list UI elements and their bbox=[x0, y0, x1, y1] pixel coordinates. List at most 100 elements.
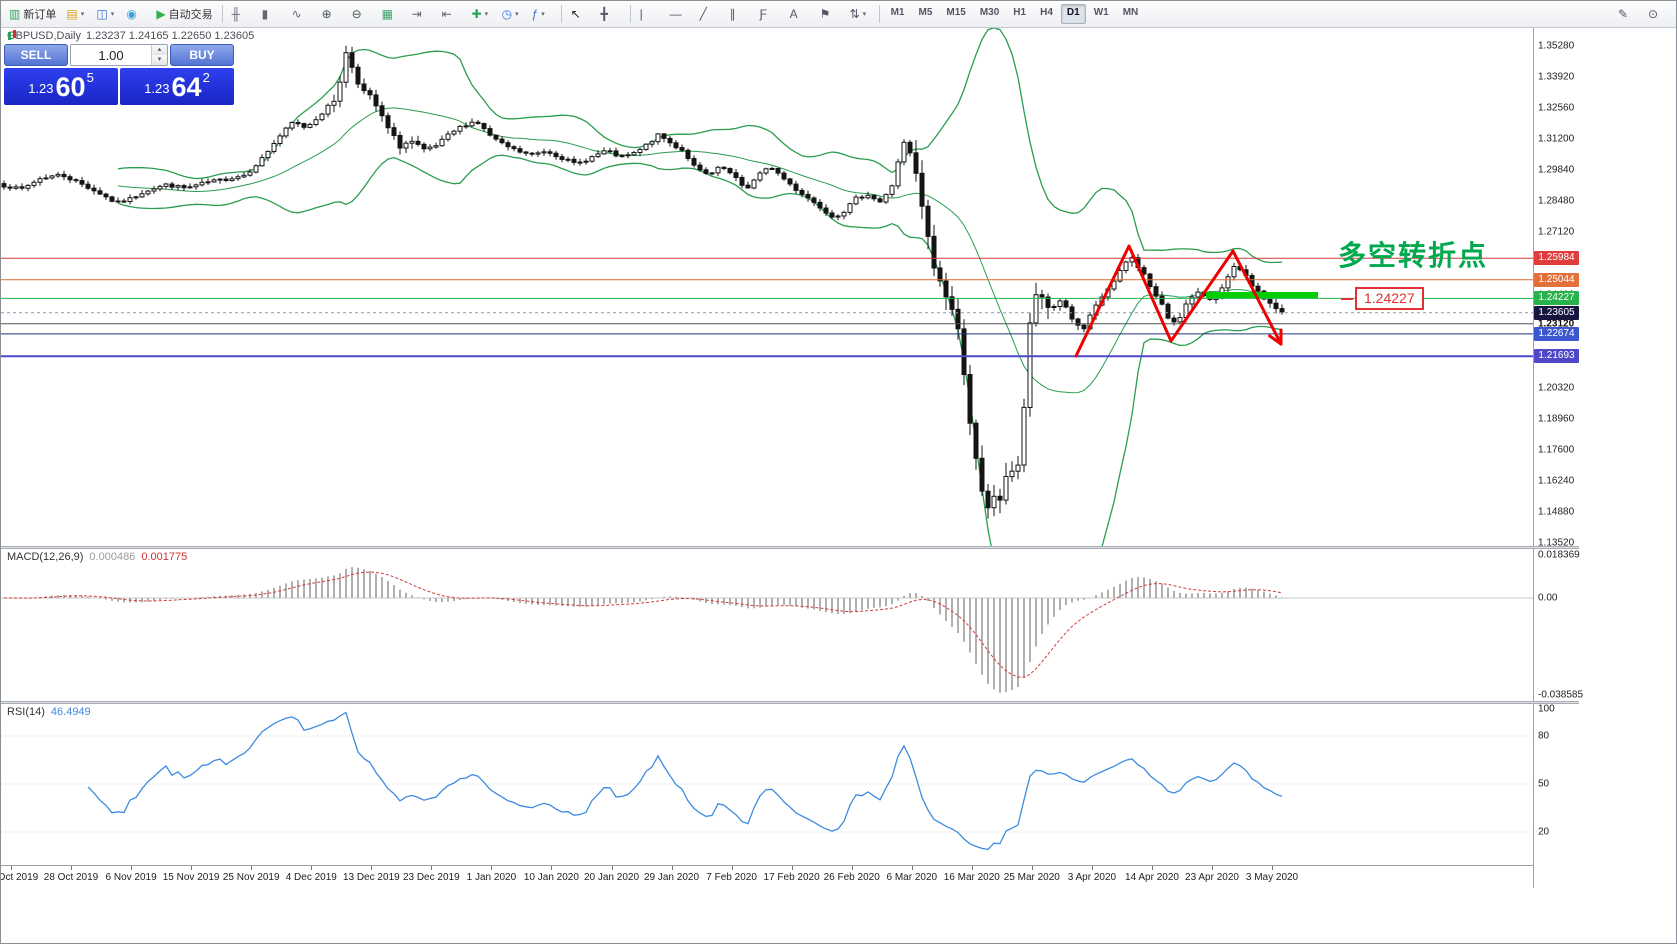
candle-body bbox=[205, 181, 211, 184]
candle-body bbox=[991, 495, 997, 509]
zoom-out-icon-glyph: ⊖ bbox=[351, 7, 362, 21]
new-chart-icon[interactable]: ▤ ▾ bbox=[62, 2, 90, 26]
autotrading-button[interactable]: ▶ 自动交易 bbox=[152, 2, 216, 26]
price-axis[interactable]: 1.35280 1.33920 1.32560 1.31200 1.29840 1.284… bbox=[1533, 27, 1583, 888]
label-icon[interactable]: ⚑ bbox=[816, 2, 844, 26]
candle-body bbox=[667, 137, 673, 144]
date-axis-tick bbox=[791, 866, 793, 870]
zoom-in-icon[interactable]: ⊕ bbox=[318, 2, 346, 26]
chart-shift-icon[interactable]: ⇤ bbox=[438, 2, 466, 26]
timeframe-button-w1[interactable]: W1 bbox=[1093, 7, 1109, 18]
profiles-icon-dropdown[interactable]: ▾ bbox=[110, 11, 115, 18]
volume-decrease-button[interactable]: ▾ bbox=[152, 55, 167, 65]
candle-body bbox=[883, 193, 889, 203]
indicators-icon-dropdown[interactable]: ▾ bbox=[541, 11, 545, 18]
candle-body bbox=[139, 193, 145, 198]
new-chart-button[interactable]: ✚ ▾ bbox=[468, 2, 496, 26]
date-axis-label: 7 Feb 2020 bbox=[706, 872, 757, 883]
candle-body bbox=[379, 105, 385, 117]
sell-price-box[interactable]: 1.23 60 5 bbox=[4, 68, 118, 105]
zigzag-annotation[interactable] bbox=[1074, 244, 1283, 358]
candle-body bbox=[733, 172, 739, 178]
text-icon[interactable]: A bbox=[786, 2, 814, 26]
profiles-icon[interactable]: ◫ ▾ bbox=[92, 2, 120, 26]
zoom-out-icon[interactable]: ⊖ bbox=[348, 2, 376, 26]
candle-body bbox=[547, 151, 553, 154]
new-chart-icon-dropdown[interactable]: ▾ bbox=[80, 11, 85, 18]
rsi-line bbox=[87, 711, 1283, 851]
timeframe-button-d1[interactable]: D1 bbox=[1060, 4, 1086, 24]
timeframe-button-m15[interactable]: M15 bbox=[946, 7, 966, 18]
crosshair-icon-glyph: ╋ bbox=[600, 7, 608, 21]
candlestick-icon[interactable]: ▮ bbox=[258, 2, 286, 26]
volume-input[interactable] bbox=[71, 45, 151, 65]
candle-body bbox=[223, 178, 229, 182]
cursor-icon[interactable]: ↖ bbox=[567, 2, 595, 26]
indicators-icon[interactable]: ƒ ▾ bbox=[528, 2, 556, 26]
macd-canvas[interactable] bbox=[1, 549, 1533, 701]
rsi-panel[interactable]: RSI(14) 46.4949 bbox=[1, 704, 1533, 864]
date-axis[interactable]: 18 Oct 2019 28 Oct 2019 6 Nov 2019 15 Nov 2… bbox=[1, 865, 1533, 889]
macd-panel[interactable]: MACD(12,26,9) 0.000486 0.001775 bbox=[1, 549, 1533, 701]
candle-body bbox=[757, 172, 763, 181]
buy-button[interactable]: BUY bbox=[170, 44, 234, 66]
date-axis-label: 15 Nov 2019 bbox=[162, 872, 220, 883]
candle-body bbox=[61, 173, 67, 178]
crosshair-icon[interactable]: ╋ bbox=[597, 2, 625, 26]
candle-body bbox=[265, 150, 271, 159]
new-order-button[interactable]: ▥ 新订单 bbox=[5, 2, 60, 26]
candle-body bbox=[109, 196, 115, 202]
arrows-icon[interactable]: ⇅ ▾ bbox=[846, 2, 874, 26]
arrows-icon-dropdown[interactable]: ▾ bbox=[862, 11, 867, 18]
macd-splitter[interactable] bbox=[1, 546, 1579, 549]
timeframe-button-mn[interactable]: MN bbox=[1122, 7, 1139, 18]
vertical-line-icon[interactable]: | bbox=[636, 2, 664, 26]
candle-body bbox=[313, 119, 319, 125]
trendline-icon[interactable]: ╱ bbox=[696, 2, 724, 26]
rsi-splitter[interactable] bbox=[1, 701, 1579, 704]
search-icon[interactable]: ⊙ bbox=[1644, 2, 1672, 26]
metaeditor-icon[interactable]: ◉ bbox=[122, 2, 150, 26]
period-icon-dropdown[interactable]: ▾ bbox=[515, 11, 519, 18]
buy-price-point: 2 bbox=[202, 70, 210, 85]
candle-body bbox=[763, 168, 769, 174]
line-chart-icon[interactable]: ∿ bbox=[288, 2, 316, 26]
price-chart-pane[interactable]: GBPUSD,Daily 1.23237 1.24165 1.22650 1.2… bbox=[1, 27, 1533, 546]
timeframe-button-m5[interactable]: M5 bbox=[918, 7, 933, 18]
autotrading-button-glyph: ▶ bbox=[156, 7, 166, 21]
chart-symbol-period: GBPUSD,Daily bbox=[7, 30, 81, 42]
sell-button[interactable]: SELL bbox=[4, 44, 68, 66]
date-axis-tick bbox=[851, 866, 853, 870]
timeframe-button-m30[interactable]: M30 bbox=[979, 7, 1000, 18]
edit-icon[interactable]: ✎ bbox=[1614, 2, 1642, 26]
candle-body bbox=[655, 133, 661, 143]
timeframe-button-h1[interactable]: H1 bbox=[1013, 7, 1027, 18]
timeframe-button-m1[interactable]: M1 bbox=[890, 7, 905, 18]
horizontal-line-icon[interactable]: — bbox=[666, 2, 694, 26]
price-axis-label: 1.28480 bbox=[1538, 195, 1575, 207]
date-axis-label: 26 Feb 2020 bbox=[823, 872, 880, 883]
candle-body bbox=[589, 156, 595, 162]
candle-body bbox=[595, 153, 601, 158]
candle-body bbox=[649, 141, 655, 145]
volume-increase-button[interactable]: ▴ bbox=[152, 45, 167, 55]
auto-scroll-icon[interactable]: ⇥ bbox=[408, 2, 436, 26]
new-chart-button-dropdown[interactable]: ▾ bbox=[484, 11, 489, 18]
candle-body bbox=[739, 177, 745, 186]
bar-chart-icon[interactable]: ╫ bbox=[228, 2, 256, 26]
buy-price-box[interactable]: 1.23 64 2 bbox=[120, 68, 234, 105]
date-axis-tick bbox=[11, 866, 12, 870]
fibonacci-icon[interactable]: Ƒ bbox=[756, 2, 784, 26]
date-axis-tick bbox=[551, 866, 553, 870]
candle-body bbox=[481, 123, 487, 130]
rsi-axis-label: 80 bbox=[1538, 730, 1550, 742]
channel-icon[interactable]: ∥ bbox=[726, 2, 754, 26]
period-icon[interactable]: ◷ ▾ bbox=[498, 2, 526, 26]
timeframe-button-h4[interactable]: H4 bbox=[1040, 7, 1053, 18]
rsi-canvas[interactable] bbox=[1, 704, 1533, 864]
candle-body bbox=[685, 149, 691, 160]
support-segment[interactable] bbox=[1206, 292, 1318, 298]
price-chart-canvas[interactable] bbox=[1, 27, 1533, 546]
price-axis-label: 1.20320 bbox=[1538, 382, 1575, 394]
tile-windows-icon[interactable]: ▦ bbox=[378, 2, 406, 26]
